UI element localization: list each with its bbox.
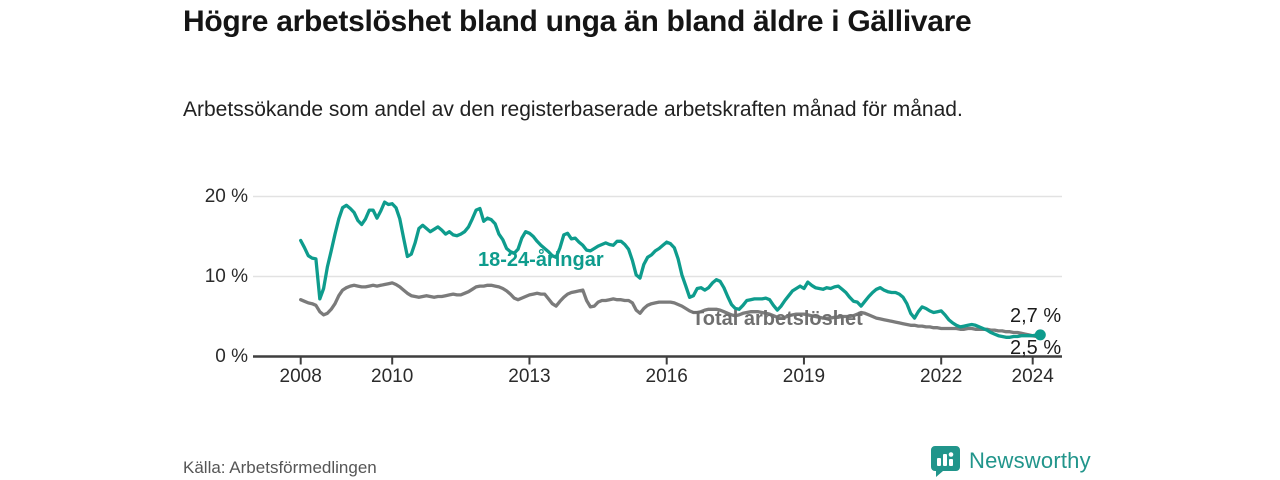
series-label-youth: 18-24-åringar bbox=[478, 249, 604, 271]
x-tick-label: 2016 bbox=[645, 366, 688, 387]
series-line-18-24-åringar bbox=[299, 200, 1042, 339]
x-tick-label: 2022 bbox=[920, 366, 963, 387]
x-tick-label: 2008 bbox=[279, 366, 322, 387]
x-tick-label: 2010 bbox=[371, 366, 414, 387]
x-tick-label: 2013 bbox=[508, 366, 551, 387]
series-line-Total arbetslöshet bbox=[299, 281, 1042, 339]
end-value-label-youth: 2,7 % bbox=[1010, 305, 1062, 327]
source-note: Källa: Arbetsförmedlingen bbox=[183, 458, 377, 477]
end-value-label-total: 2,5 % bbox=[1010, 337, 1062, 359]
page-title: Högre arbetslöshet bland unga än bland ä… bbox=[183, 5, 972, 38]
y-tick-label: 10 % bbox=[204, 265, 248, 287]
x-tick-label: 2019 bbox=[782, 366, 826, 387]
chart-subtitle: Arbetssökande som andel av den registerb… bbox=[183, 98, 963, 121]
y-tick-label: 0 % bbox=[215, 345, 248, 367]
brand-name: Newsworthy bbox=[969, 448, 1091, 473]
y-tick-label: 20 % bbox=[204, 185, 248, 207]
newsworthy-logo: Newsworthy bbox=[930, 445, 1091, 477]
x-tick-label: 2024 bbox=[1011, 366, 1054, 387]
series-end-dot bbox=[1034, 329, 1046, 341]
series-label-total: Total arbetslöshet bbox=[692, 308, 863, 330]
newsworthy-bubble-icon bbox=[931, 446, 960, 477]
